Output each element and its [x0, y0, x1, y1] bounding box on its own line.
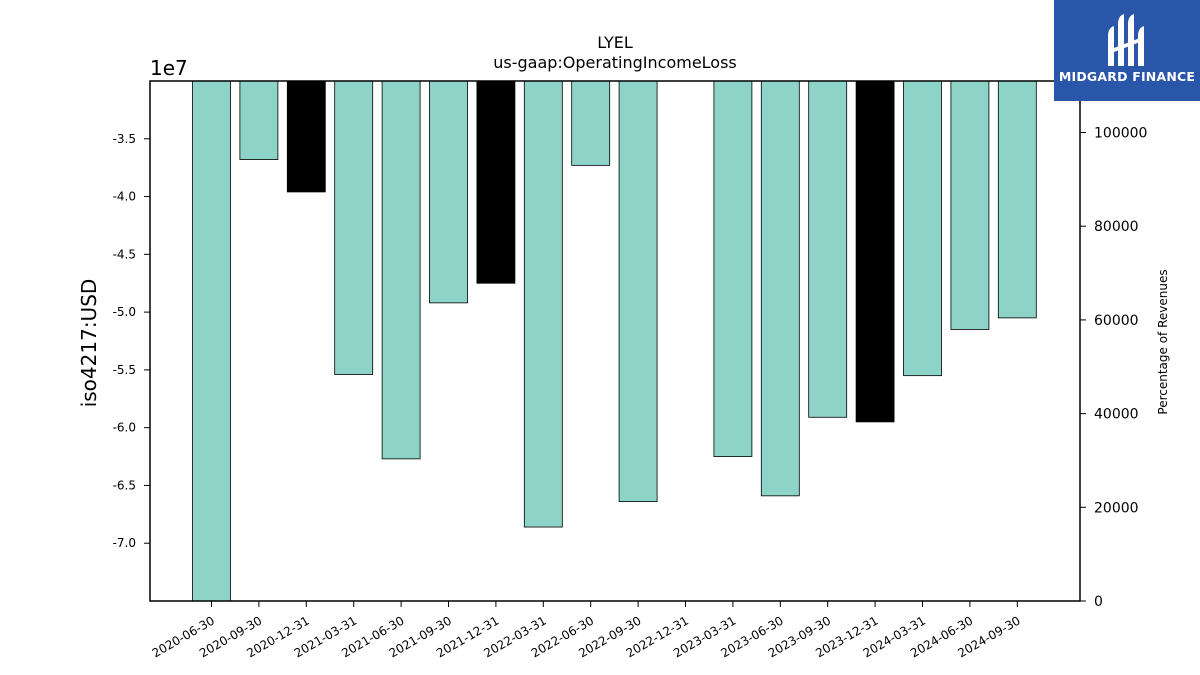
bar-2024-09-30: [997, 80, 1037, 319]
logo-text: MIDGARD FINANCE: [1058, 69, 1196, 84]
y2-tick-label: 60000: [1094, 313, 1139, 329]
bar-2023-06-30: [760, 80, 800, 497]
y2-tick-label: 40000: [1094, 407, 1139, 423]
bar-2020-06-30: [192, 80, 231, 602]
bar-2023-03-31: [713, 80, 753, 457]
x-axis-ticks: 2020-06-302020-09-302020-12-312021-03-31…: [150, 601, 1023, 660]
y-axis-label: iso4217:USD: [77, 279, 101, 408]
bar-2022-09-30: [618, 80, 658, 503]
y2-tick-label: 0: [1094, 594, 1103, 610]
y2-axis-ticks: 0 20000 40000 60000 80000 100000: [1080, 126, 1147, 610]
bar-2020-12-31: [286, 80, 326, 193]
logo-mark-icon: [1108, 14, 1144, 66]
y-tick-label: -6.5: [113, 478, 136, 492]
y-offset-text: 1e7: [150, 56, 188, 80]
y-tick-label: -5.0: [113, 305, 136, 319]
bar-2021-09-30: [429, 80, 468, 304]
y-tick-label: -7.0: [113, 536, 136, 550]
bar-2021-12-31: [476, 80, 516, 284]
y-tick-label: -4.5: [113, 247, 136, 261]
chart-subtitle: us-gaap:OperatingIncomeLoss: [493, 53, 737, 72]
bar-2021-06-30: [381, 80, 421, 460]
y-tick-label: -5.5: [113, 363, 136, 377]
bar-2022-03-31: [523, 80, 563, 528]
y2-tick-label: 100000: [1094, 126, 1147, 142]
y2-axis-label: Percentage of Revenues: [1156, 269, 1170, 414]
bar-2024-03-31: [903, 80, 942, 377]
bar-2023-12-31: [855, 80, 895, 423]
y-axis-ticks: -3.5 -4.0 -4.5 -5.0 -5.5 -6.0 -6.5 -7.0: [113, 132, 150, 550]
midgard-finance-logo: MIDGARD FINANCE: [1054, 0, 1200, 101]
bar-2021-03-31: [334, 80, 374, 375]
y2-tick-label: 80000: [1094, 219, 1139, 235]
bar-2023-09-30: [808, 80, 848, 418]
y-tick-label: -3.5: [113, 132, 136, 146]
bar-2022-06-30: [571, 80, 611, 166]
y-tick-label: -6.0: [113, 421, 136, 435]
bar-2020-09-30: [239, 80, 279, 160]
bar-2024-06-30: [950, 80, 990, 330]
bars-group: [192, 80, 1037, 602]
y2-tick-label: 20000: [1094, 500, 1139, 516]
plot-frame: [149, 80, 1081, 602]
chart-title: LYEL: [597, 33, 633, 52]
y-tick-label: -4.0: [113, 190, 136, 204]
